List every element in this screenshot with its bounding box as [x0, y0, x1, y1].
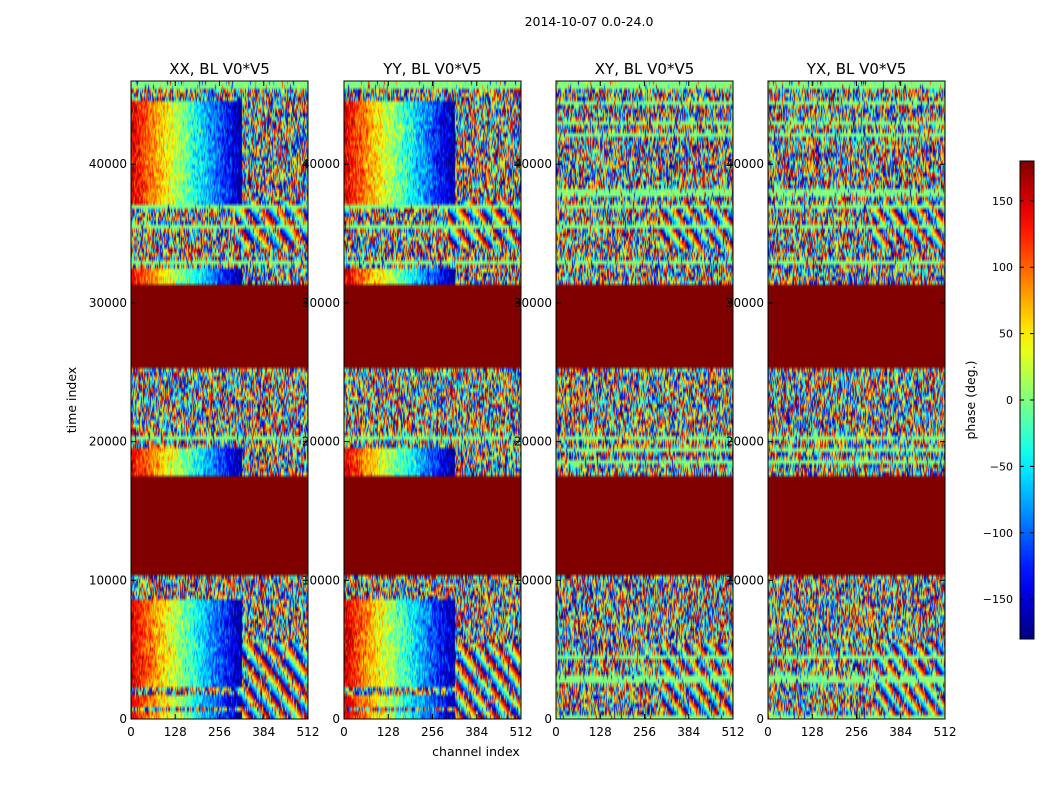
y-tick-label: 40000	[514, 157, 552, 171]
x-tick-label: 512	[722, 725, 745, 739]
colorbar: 150 100 50 0 −50 −100 −150	[983, 160, 1035, 640]
colorbar-tick-label: −150	[983, 593, 1013, 606]
y-tick-label: 10000	[89, 573, 127, 587]
y-tick-label: 30000	[89, 296, 127, 310]
colorbar-tick-label: 0	[1006, 394, 1013, 407]
y-tick-label: 40000	[89, 157, 127, 171]
y-tick-label: 20000	[726, 435, 764, 449]
x-tick-label: 256	[845, 725, 868, 739]
y-axis-label: time index	[64, 367, 79, 433]
panel-title: XY, BL V0*V5	[595, 60, 695, 78]
x-tick-label: 0	[764, 725, 772, 739]
panel-title: XX, BL V0*V5	[169, 60, 270, 78]
x-tick-label: 128	[589, 725, 612, 739]
colorbar-tick-label: 100	[992, 261, 1013, 274]
y-tick-label: 10000	[302, 573, 340, 587]
colorbar-tick-label: −50	[990, 460, 1013, 473]
colorbar-tick-label: 150	[992, 195, 1013, 208]
x-tick-label: 384	[252, 725, 275, 739]
x-tick-label: 512	[510, 725, 533, 739]
x-tick-label: 256	[421, 725, 444, 739]
panel-title: YX, BL V0*V5	[806, 60, 907, 78]
panel-2: YY, BL V0*V5 0 10000 20000 30000 40000 0 128 256…	[302, 60, 533, 739]
y-tick-label: 30000	[726, 296, 764, 310]
x-tick-label: 384	[889, 725, 912, 739]
y-tick-label: 10000	[726, 573, 764, 587]
x-tick-label: 128	[801, 725, 824, 739]
panels: XX, BL V0*V5 0 10000 20000 30000 40000 0 128 256…	[89, 60, 957, 739]
x-tick-label: 512	[934, 725, 957, 739]
colorbar-tick-label: −100	[983, 527, 1013, 540]
x-tick-label: 0	[340, 725, 348, 739]
panel-4: YX, BL V0*V5 0 10000 20000 30000 40000 0 128 256…	[726, 60, 957, 739]
x-tick-label: 256	[633, 725, 656, 739]
y-tick-label: 0	[544, 712, 552, 726]
heatmap-image	[344, 81, 521, 719]
panel-title: YY, BL V0*V5	[382, 60, 481, 78]
y-tick-label: 40000	[726, 157, 764, 171]
y-tick-label: 20000	[302, 435, 340, 449]
x-tick-label: 384	[677, 725, 700, 739]
y-tick-label: 40000	[302, 157, 340, 171]
x-tick-label: 512	[297, 725, 320, 739]
y-tick-label: 20000	[514, 435, 552, 449]
figure-suptitle: 2014-10-07 0.0-24.0	[525, 14, 654, 29]
x-tick-label: 384	[465, 725, 488, 739]
colorbar-tick-label: 50	[999, 328, 1013, 341]
x-axis-label: channel index	[432, 744, 520, 759]
y-tick-label: 0	[756, 712, 764, 726]
y-tick-label: 10000	[514, 573, 552, 587]
colorbar-label: phase (deg.)	[963, 361, 978, 440]
y-tick-label: 30000	[514, 296, 552, 310]
heatmap-image	[768, 81, 945, 719]
y-tick-label: 0	[332, 712, 340, 726]
heatmap-image	[131, 81, 308, 719]
panel-1: XX, BL V0*V5 0 10000 20000 30000 40000 0 128 256…	[89, 60, 320, 739]
x-tick-label: 256	[208, 725, 231, 739]
panel-3: XY, BL V0*V5 0 10000 20000 30000 40000 0 128 256…	[514, 60, 745, 739]
heatmap-image	[556, 81, 733, 719]
x-tick-label: 128	[164, 725, 187, 739]
x-tick-label: 0	[552, 725, 560, 739]
x-tick-label: 0	[127, 725, 135, 739]
x-tick-label: 128	[377, 725, 400, 739]
y-tick-label: 0	[119, 712, 127, 726]
y-tick-label: 20000	[89, 435, 127, 449]
y-tick-label: 30000	[302, 296, 340, 310]
